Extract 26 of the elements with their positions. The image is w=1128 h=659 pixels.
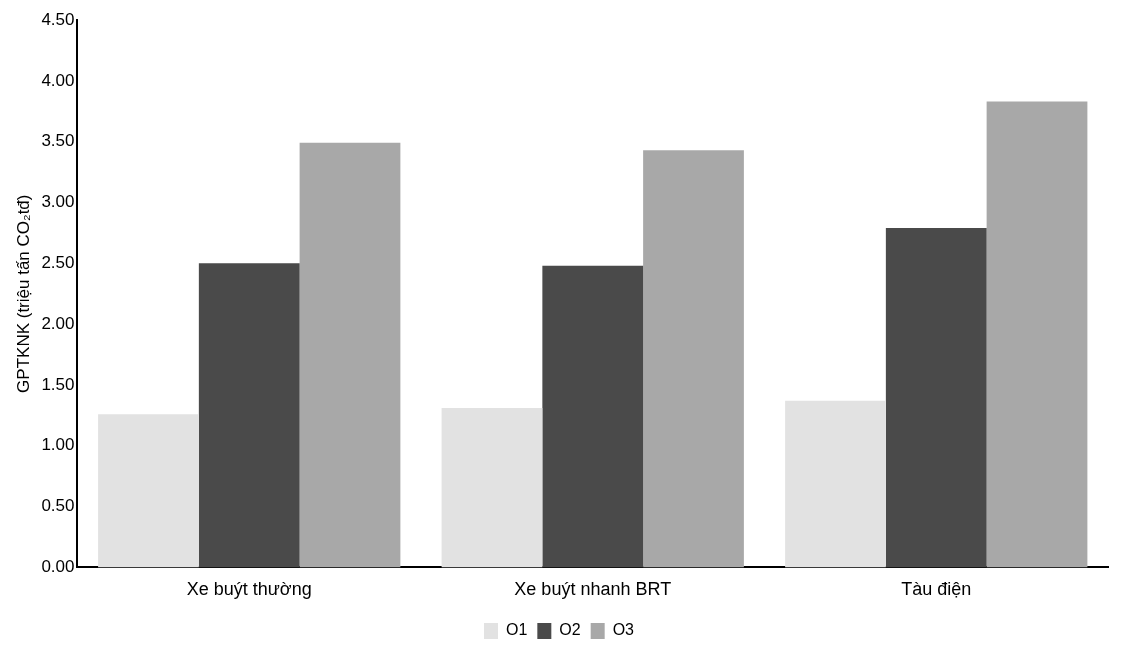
legend-label: O2 bbox=[559, 621, 581, 639]
bar bbox=[98, 414, 199, 568]
y-axis-title: GPTKNK (triệu tấn CO₂tđ) bbox=[13, 194, 33, 393]
bar bbox=[643, 150, 744, 568]
bar bbox=[542, 265, 644, 568]
bar bbox=[785, 400, 886, 568]
x-tick-label: Xe buýt nhanh BRT bbox=[514, 579, 672, 600]
y-tick-label: 1.00 bbox=[41, 435, 75, 455]
legend-label: O3 bbox=[612, 621, 635, 639]
y-tick-label: 0.50 bbox=[41, 496, 75, 516]
y-tick-label: 0.00 bbox=[41, 557, 75, 577]
y-tick-label: 4.00 bbox=[41, 70, 75, 90]
y-tick-label: 3.00 bbox=[41, 192, 75, 212]
legend-label: O1 bbox=[505, 621, 528, 639]
bar bbox=[299, 142, 401, 568]
bar bbox=[885, 228, 987, 568]
y-tick-label: 3.50 bbox=[41, 131, 75, 151]
y-tick-label: 4.50 bbox=[41, 9, 75, 29]
bar bbox=[441, 408, 543, 568]
bar bbox=[198, 263, 300, 568]
x-tick-label: Xe buýt thường bbox=[186, 579, 312, 600]
x-tick-label: Tàu điện bbox=[901, 579, 972, 600]
y-tick-label: 2.00 bbox=[41, 313, 75, 333]
y-tick-label: 1.50 bbox=[41, 374, 75, 394]
y-tick-label: 2.50 bbox=[41, 252, 75, 272]
bar bbox=[986, 101, 1088, 568]
